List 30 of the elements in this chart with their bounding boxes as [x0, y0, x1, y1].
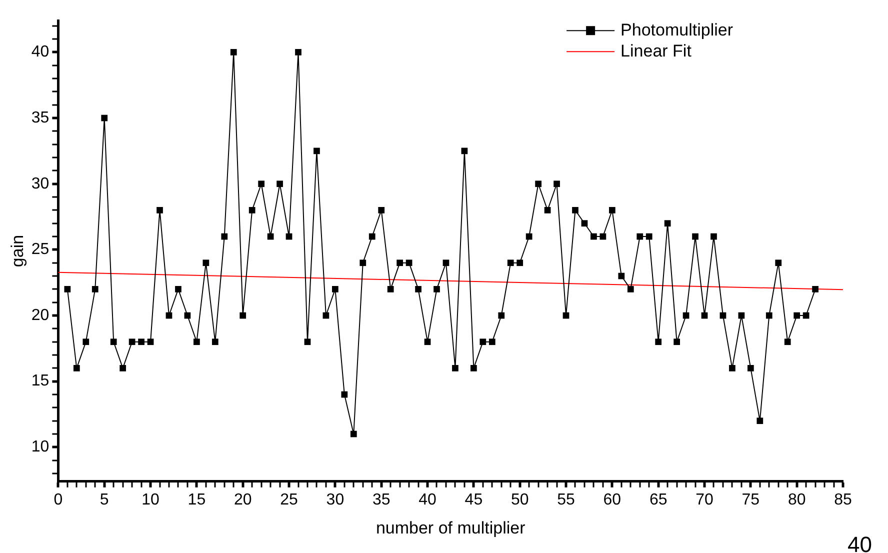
x-tick-label: 80: [788, 491, 806, 508]
x-tick-label: 10: [142, 491, 160, 508]
x-tick-label: 70: [696, 491, 714, 508]
x-tick-label: 25: [280, 491, 298, 508]
y-tick-label: 35: [31, 109, 50, 126]
x-tick-label: 65: [649, 491, 668, 508]
x-axis-title: number of multiplier: [376, 518, 526, 538]
text: 40: [848, 532, 872, 553]
y-tick-label: 15: [31, 372, 50, 390]
x-tick-label: 45: [464, 491, 483, 508]
x-tick-label: 0: [54, 491, 63, 508]
x-tick-label: 40: [418, 491, 437, 508]
x-tick-label: 35: [372, 491, 390, 508]
x-tick-label: 60: [603, 491, 622, 508]
x-tick-label: 55: [557, 491, 576, 508]
x-tick-label: 50: [510, 491, 529, 508]
x-tick-label: 5: [100, 491, 109, 508]
y-tick-label: 30: [31, 175, 50, 192]
x-tick-label: 15: [188, 491, 206, 508]
x-tick-label: 75: [742, 491, 760, 508]
y-tick-label: 25: [31, 241, 50, 258]
y-tick-label: 10: [31, 438, 50, 456]
y-tick-label: 20: [31, 306, 50, 324]
legend-label: Linear Fit: [620, 41, 692, 60]
y-tick-label: 40: [31, 44, 50, 61]
y-axis-title: gain: [8, 234, 27, 268]
x-tick-label: 85: [834, 491, 852, 508]
x-tick-label: 20: [234, 491, 252, 508]
legend-label: Photomultiplier: [620, 20, 734, 40]
x-tick-label: 30: [326, 491, 344, 508]
